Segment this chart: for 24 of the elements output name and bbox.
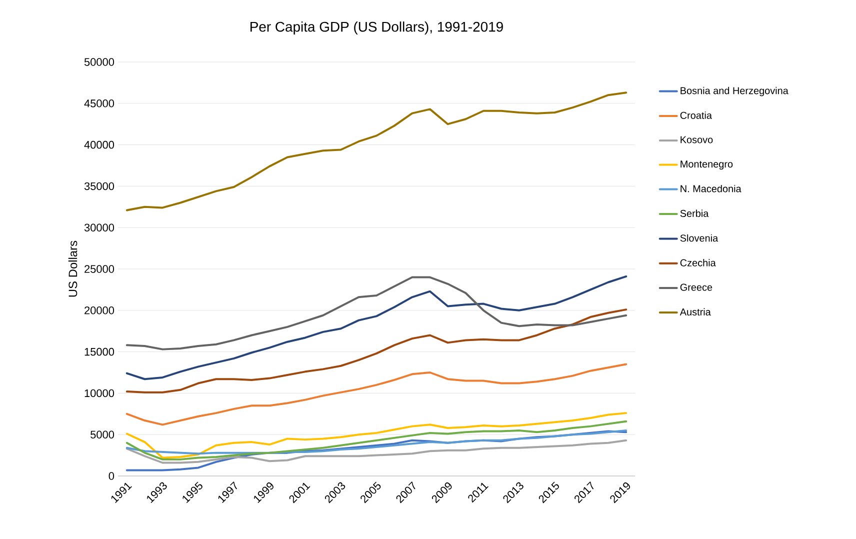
legend-label: Serbia [680, 210, 709, 217]
legend-label: Austria [680, 308, 711, 316]
legend-label: Greece [680, 284, 712, 291]
y-tick-label: 30000 [84, 224, 114, 232]
y-tick-label: 20000 [84, 306, 114, 314]
legend-label: Czechia [680, 259, 716, 266]
y-tick-label: 25000 [84, 265, 114, 273]
legend-label: Kosovo [680, 136, 713, 144]
y-axis-title: US Dollars [68, 240, 78, 297]
line-series [126, 308, 628, 394]
legend-label: Slovenia [680, 234, 718, 242]
y-tick-label: 10000 [84, 389, 114, 398]
y-tick-label: 45000 [84, 100, 114, 108]
y-tick-label: 15000 [84, 348, 114, 356]
y-tick-label: 50000 [84, 58, 114, 66]
legend-label: N. Macedonia [680, 184, 742, 192]
legend-label: Montenegro [680, 160, 733, 170]
y-tick-label: 35000 [84, 182, 114, 190]
y-tick-label: 40000 [84, 140, 114, 149]
y-tick-label: 0 [108, 472, 114, 480]
legend-label: Croatia [680, 112, 712, 119]
legend-label: Bosnia and Herzegovina [680, 86, 788, 96]
chart-title: Per Capita GDP (US Dollars), 1991-2019 [250, 21, 503, 34]
y-tick-label: 5000 [90, 430, 114, 438]
